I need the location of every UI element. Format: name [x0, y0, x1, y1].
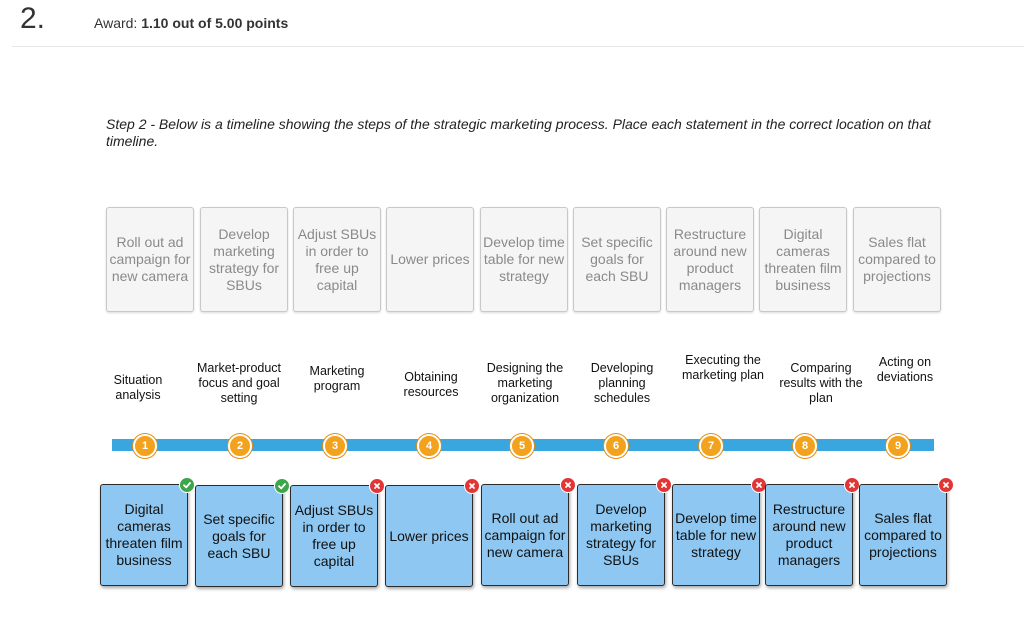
timeline-step-label: Market-product focus and goal setting — [196, 361, 282, 405]
source-card[interactable]: Restructure around new product managers — [666, 207, 754, 312]
source-card[interactable]: Adjust SBUs in order to free up capital — [293, 207, 381, 312]
source-card[interactable]: Lower prices — [386, 207, 474, 312]
question-number: 2. — [20, 2, 46, 35]
timeline-marker: 9 — [886, 434, 910, 458]
award-line: Award: 1.10 out of 5.00 points — [94, 15, 288, 31]
timeline-marker: 5 — [510, 434, 534, 458]
timeline-step-label: Comparing results with the plan — [779, 361, 863, 405]
placed-card[interactable]: Roll out ad campaign for new camera — [481, 477, 576, 586]
source-card-label: Adjust SBUs in order to free up capital — [297, 225, 377, 293]
source-card-label: Sales flat compared to projections — [858, 234, 936, 284]
header-divider — [12, 46, 1024, 47]
source-card[interactable]: Set specific goals for each SBU — [573, 207, 661, 312]
source-card[interactable]: Develop marketing strategy for SBUs — [200, 207, 288, 312]
check-icon — [179, 477, 195, 493]
placed-card-label: Lower prices — [389, 527, 469, 544]
timeline-marker: 6 — [604, 434, 628, 458]
placed-card-label: Adjust SBUs in order to free up capital — [294, 502, 374, 569]
placed-card[interactable]: Set specific goals for each SBU — [195, 478, 290, 587]
timeline-step-label: Obtaining resources — [403, 370, 459, 399]
placed-card[interactable]: Develop time table for new strategy — [672, 477, 767, 586]
placed-card-label: Roll out ad campaign for new camera — [484, 509, 566, 560]
x-icon — [464, 478, 480, 494]
timeline-marker: 2 — [228, 434, 252, 458]
award-prefix: Award: — [94, 15, 138, 31]
placed-card[interactable]: Lower prices — [385, 478, 480, 587]
placed-card[interactable]: Digital cameras threaten film business — [100, 477, 195, 586]
source-card-label: Develop time table for new strategy — [483, 234, 565, 284]
placed-card-label: Sales flat compared to projections — [864, 509, 942, 560]
timeline-marker: 4 — [417, 434, 441, 458]
instructions-text: Step 2 - Below is a timeline showing the… — [106, 116, 931, 149]
x-icon — [844, 477, 860, 493]
timeline-step-label: Situation analysis — [113, 373, 163, 402]
placed-card[interactable]: Develop marketing strategy for SBUs — [577, 477, 672, 586]
timeline-step-label: Marketing program — [309, 364, 365, 393]
source-card[interactable]: Sales flat compared to projections — [853, 207, 941, 312]
timeline-step-label: Executing the marketing plan — [682, 353, 764, 382]
timeline-step-label: Acting on deviations — [876, 355, 934, 384]
timeline-marker: 1 — [133, 434, 157, 458]
placed-card[interactable]: Adjust SBUs in order to free up capital — [290, 478, 385, 587]
timeline-marker: 8 — [793, 434, 817, 458]
placed-card[interactable]: Sales flat compared to projections — [859, 477, 954, 586]
placed-card-label: Set specific goals for each SBU — [203, 510, 275, 561]
x-icon — [938, 477, 954, 493]
placed-card[interactable]: Restructure around new product managers — [765, 477, 860, 586]
source-card-label: Lower prices — [390, 251, 470, 267]
source-card-label: Roll out ad campaign for new camera — [109, 234, 191, 284]
timeline-step-label: Designing the marketing organization — [486, 361, 564, 405]
source-card-label: Restructure around new product managers — [673, 225, 747, 293]
x-icon — [656, 477, 672, 493]
x-icon — [369, 478, 385, 494]
placed-card-label: Restructure around new product managers — [772, 501, 846, 568]
timeline-marker: 7 — [699, 434, 723, 458]
source-card-label: Develop marketing strategy for SBUs — [208, 225, 280, 293]
timeline-step-label: Developing planning schedules — [590, 361, 654, 405]
check-icon — [274, 478, 290, 494]
award-score: 1.10 out of 5.00 points — [141, 15, 289, 31]
x-icon — [560, 477, 576, 493]
source-card-label: Digital cameras threaten film business — [764, 225, 842, 293]
placed-card-label: Digital cameras threaten film business — [105, 501, 183, 568]
timeline-marker: 3 — [323, 434, 347, 458]
source-card[interactable]: Roll out ad campaign for new camera — [106, 207, 194, 312]
source-card-label: Set specific goals for each SBU — [581, 234, 653, 284]
placed-card-label: Develop marketing strategy for SBUs — [585, 501, 657, 568]
source-card[interactable]: Develop time table for new strategy — [480, 207, 568, 312]
placed-card-label: Develop time table for new strategy — [675, 509, 757, 560]
source-card[interactable]: Digital cameras threaten film business — [759, 207, 847, 312]
